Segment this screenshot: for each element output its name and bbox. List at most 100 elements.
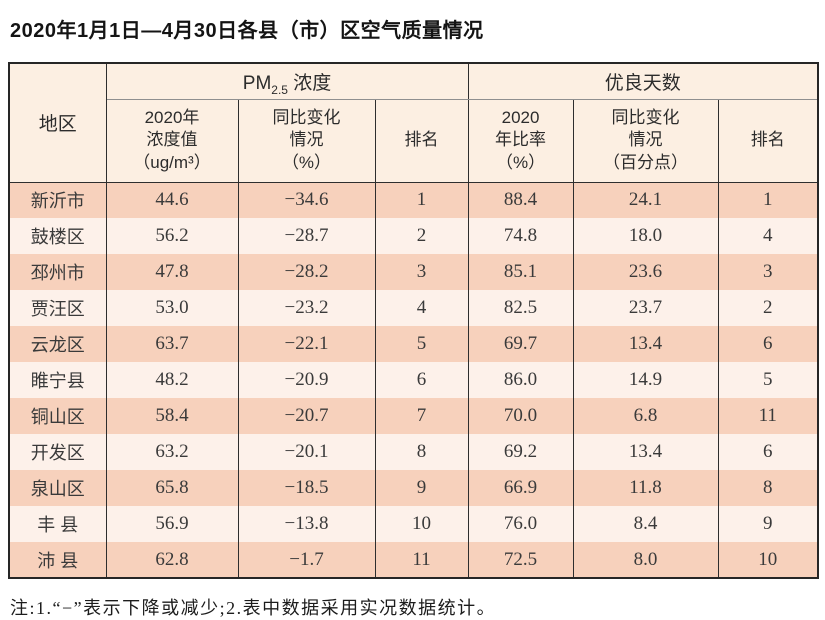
cell-pm-change: −23.2 xyxy=(237,290,376,326)
cell-good-change: 18.0 xyxy=(572,218,719,254)
cell-good-change: 24.1 xyxy=(572,182,719,218)
cell-pm-change: −18.5 xyxy=(237,470,376,506)
column-header-pm-value: 2020年 浓度值 （ug/m³） xyxy=(105,98,239,182)
cell-pm-change: −22.1 xyxy=(237,326,376,362)
cell-good-ratio: 69.2 xyxy=(467,434,574,470)
cell-good-rank: 5 xyxy=(717,362,819,398)
page-title: 2020年1月1日—4月30日各县（市）区空气质量情况 xyxy=(10,20,484,42)
cell-pm-rank: 5 xyxy=(374,326,469,362)
column-header-good-change: 同比变化 情况 （百分点） xyxy=(572,98,719,182)
cell-good-change: 23.7 xyxy=(572,290,719,326)
table-row: 铜山区 58.4 −20.7 7 70.0 6.8 11 xyxy=(8,398,819,434)
cell-pm-rank: 11 xyxy=(374,542,469,578)
cell-good-ratio: 72.5 xyxy=(467,542,574,578)
cell-good-change: 14.9 xyxy=(572,362,719,398)
cell-pm-value: 47.8 xyxy=(105,254,239,290)
pm25-label-suffix: 浓度 xyxy=(287,72,332,94)
table-row: 开发区 63.2 −20.1 8 69.2 13.4 6 xyxy=(8,434,819,470)
table-row: 鼓楼区 56.2 −28.7 2 74.8 18.0 4 xyxy=(8,218,819,254)
cell-region: 贾汪区 xyxy=(8,290,107,326)
cell-good-change: 23.6 xyxy=(572,254,719,290)
cell-good-rank: 6 xyxy=(717,326,819,362)
cell-pm-value: 56.2 xyxy=(105,218,239,254)
cell-region: 丰 县 xyxy=(8,506,107,542)
cell-region: 睢宁县 xyxy=(8,362,107,398)
table-row: 贾汪区 53.0 −23.2 4 82.5 23.7 2 xyxy=(8,290,819,326)
cell-good-change: 13.4 xyxy=(572,434,719,470)
cell-region: 铜山区 xyxy=(8,398,107,434)
column-header-pm-change: 同比变化 情况 （%） xyxy=(237,98,376,182)
cell-pm-change: −20.7 xyxy=(237,398,376,434)
cell-pm-value: 65.8 xyxy=(105,470,239,506)
cell-good-ratio: 88.4 xyxy=(467,182,574,218)
cell-pm-change: −28.7 xyxy=(237,218,376,254)
cell-region: 开发区 xyxy=(8,434,107,470)
cell-pm-rank: 10 xyxy=(374,506,469,542)
cell-good-ratio: 70.0 xyxy=(467,398,574,434)
table-row: 丰 县 56.9 −13.8 10 76.0 8.4 9 xyxy=(8,506,819,542)
cell-good-rank: 11 xyxy=(717,398,819,434)
header-group-row: 地区 PM2.5 浓度 优良天数 xyxy=(8,63,819,182)
column-header-pm-rank: 排名 xyxy=(374,98,469,182)
cell-pm-value: 53.0 xyxy=(105,290,239,326)
cell-good-rank: 9 xyxy=(717,506,819,542)
column-group-pm25: PM2.5 浓度 xyxy=(105,63,469,100)
cell-good-rank: 2 xyxy=(717,290,819,326)
cell-pm-value: 63.7 xyxy=(105,326,239,362)
cell-pm-change: −28.2 xyxy=(237,254,376,290)
cell-good-change: 6.8 xyxy=(572,398,719,434)
table-row: 睢宁县 48.2 −20.9 6 86.0 14.9 5 xyxy=(8,362,819,398)
cell-good-change: 11.8 xyxy=(572,470,719,506)
cell-region: 沛 县 xyxy=(8,542,107,578)
column-group-good-days: 优良天数 xyxy=(467,63,819,100)
cell-pm-value: 44.6 xyxy=(105,182,239,218)
cell-good-rank: 3 xyxy=(717,254,819,290)
cell-region: 泉山区 xyxy=(8,470,107,506)
cell-good-change: 8.0 xyxy=(572,542,719,578)
cell-pm-rank: 3 xyxy=(374,254,469,290)
cell-region: 邳州市 xyxy=(8,254,107,290)
cell-pm-change: −13.8 xyxy=(237,506,376,542)
cell-good-rank: 4 xyxy=(717,218,819,254)
cell-good-rank: 6 xyxy=(717,434,819,470)
cell-pm-value: 62.8 xyxy=(105,542,239,578)
cell-pm-value: 56.9 xyxy=(105,506,239,542)
cell-good-rank: 1 xyxy=(717,182,819,218)
air-quality-table: 地区 PM2.5 浓度 优良天数 2020年 浓度值 （ug/m³） 同比变化 … xyxy=(8,62,820,579)
cell-good-ratio: 69.7 xyxy=(467,326,574,362)
cell-pm-rank: 2 xyxy=(374,218,469,254)
cell-good-change: 8.4 xyxy=(572,506,719,542)
column-header-region: 地区 xyxy=(8,63,107,182)
table-row: 新沂市 44.6 −34.6 1 88.4 24.1 1 xyxy=(8,182,819,218)
column-header-good-ratio: 2020 年比率 （%） xyxy=(467,98,574,182)
table-body: 新沂市 44.6 −34.6 1 88.4 24.1 1 鼓楼区 56.2 −2… xyxy=(8,182,819,578)
cell-good-ratio: 82.5 xyxy=(467,290,574,326)
header-sub-row: 2020年 浓度值 （ug/m³） 同比变化 情况 （%） 排名 2020 年比… xyxy=(9,98,819,182)
pm25-label-prefix: PM xyxy=(242,72,272,94)
cell-region: 云龙区 xyxy=(8,326,107,362)
table-row: 泉山区 65.8 −18.5 9 66.9 11.8 8 xyxy=(8,470,819,506)
pm25-label-subscript: 2.5 xyxy=(271,82,288,97)
cell-region: 新沂市 xyxy=(8,182,107,218)
cell-pm-change: −34.6 xyxy=(237,182,376,218)
table-row: 云龙区 63.7 −22.1 5 69.7 13.4 6 xyxy=(8,326,819,362)
cell-good-ratio: 85.1 xyxy=(467,254,574,290)
cell-good-rank: 8 xyxy=(717,470,819,506)
cell-pm-change: −20.1 xyxy=(237,434,376,470)
footnote: 注:1.“−”表示下降或减少;2.表中数据采用实况数据统计。 xyxy=(10,598,497,618)
table-row: 沛 县 62.8 −1.7 11 72.5 8.0 10 xyxy=(8,542,819,578)
cell-pm-value: 63.2 xyxy=(105,434,239,470)
column-header-good-rank: 排名 xyxy=(717,98,819,182)
cell-good-ratio: 76.0 xyxy=(467,506,574,542)
cell-good-ratio: 74.8 xyxy=(467,218,574,254)
table-row: 邳州市 47.8 −28.2 3 85.1 23.6 3 xyxy=(8,254,819,290)
cell-good-rank: 10 xyxy=(717,542,819,578)
cell-pm-rank: 9 xyxy=(374,470,469,506)
cell-pm-rank: 8 xyxy=(374,434,469,470)
cell-pm-value: 58.4 xyxy=(105,398,239,434)
cell-pm-rank: 4 xyxy=(374,290,469,326)
table-header: 地区 PM2.5 浓度 优良天数 2020年 浓度值 （ug/m³） 同比变化 … xyxy=(8,63,819,182)
cell-region: 鼓楼区 xyxy=(8,218,107,254)
cell-pm-rank: 7 xyxy=(374,398,469,434)
